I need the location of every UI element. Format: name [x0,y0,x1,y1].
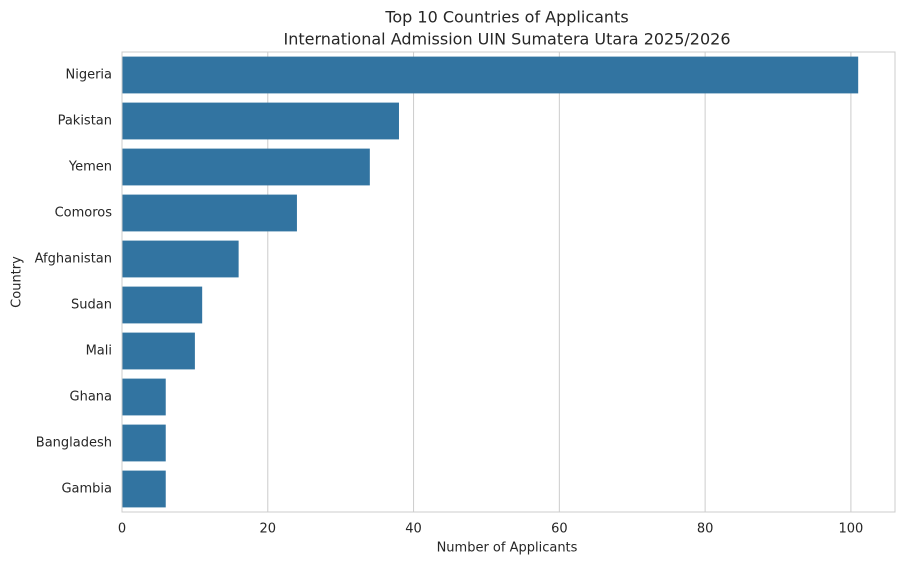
y-tick-label: Ghana [70,390,113,405]
y-tick-label: Mali [86,344,112,359]
bar [122,286,203,324]
bar [122,424,166,462]
chart-title: Top 10 Countries of Applicants [384,8,628,27]
y-tick-label: Sudan [71,298,112,313]
bar [122,194,297,232]
y-tick-label: Pakistan [58,114,112,129]
y-tick-label: Gambia [61,482,112,497]
x-tick-label: 80 [697,522,714,537]
bar [122,148,370,186]
x-tick-label: 0 [118,522,126,537]
bar [122,102,399,140]
x-axis-label: Number of Applicants [437,541,578,556]
plot-frame [121,51,896,513]
y-tick-label: Afghanistan [35,252,112,267]
x-tick-label: 60 [551,522,568,537]
x-tick-label: 20 [260,522,277,537]
bar [122,56,859,94]
chart-subtitle: International Admission UIN Sumatera Uta… [283,30,730,49]
bar [122,470,166,508]
y-tick-label: Bangladesh [36,436,112,451]
bar [122,240,239,278]
y-axis-label: Country [10,256,25,308]
y-tick-label: Nigeria [65,68,112,83]
x-tick-label: 100 [838,522,863,537]
y-tick-label: Comoros [55,206,113,221]
y-tick-label: Yemen [68,160,112,175]
bar [122,332,195,370]
x-tick-label: 40 [405,522,422,537]
bar [122,378,166,416]
